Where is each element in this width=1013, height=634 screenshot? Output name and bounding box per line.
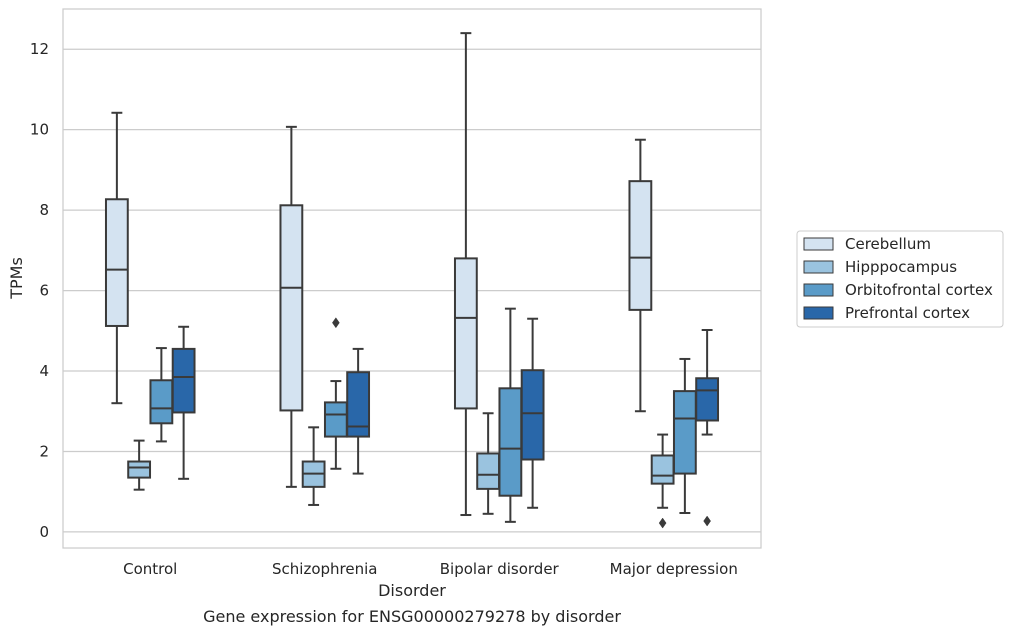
legend-swatch bbox=[803, 260, 834, 274]
box-group bbox=[650, 433, 675, 529]
box bbox=[672, 390, 697, 475]
outlier-point bbox=[658, 517, 667, 529]
y-tick-label: 6 bbox=[39, 282, 49, 300]
outlier-point bbox=[332, 317, 340, 329]
box-group bbox=[346, 347, 371, 475]
box bbox=[104, 198, 129, 327]
box-group bbox=[149, 347, 174, 443]
box-group bbox=[695, 328, 720, 527]
box-group bbox=[104, 111, 129, 405]
legend-swatch bbox=[803, 306, 834, 320]
legend-label: Cerebellum bbox=[845, 235, 931, 253]
x-tick-labels: Control Schizophrenia Bipolar disorder Majo… bbox=[123, 560, 738, 578]
box-group bbox=[476, 412, 501, 515]
box bbox=[346, 371, 371, 438]
y-tick-label: 2 bbox=[39, 442, 49, 460]
y-tick-label: 8 bbox=[39, 201, 49, 219]
box-group bbox=[520, 317, 545, 509]
box bbox=[498, 387, 523, 497]
box-group bbox=[171, 325, 196, 480]
y-axis-label: TPMs bbox=[7, 257, 26, 300]
box-groups bbox=[104, 32, 720, 529]
legend-label: Prefrontal cortex bbox=[845, 304, 970, 322]
y-tick-labels: 0 2 4 6 8 10 12 bbox=[30, 40, 49, 541]
legend-label: Hipppocampus bbox=[845, 258, 957, 276]
x-tick-label: Bipolar disorder bbox=[440, 560, 560, 578]
box-group bbox=[628, 138, 653, 413]
box bbox=[149, 379, 174, 425]
box-group bbox=[301, 426, 326, 506]
legend-swatch bbox=[803, 237, 834, 251]
x-tick-label: Control bbox=[123, 560, 177, 578]
box-group bbox=[323, 317, 348, 470]
legend-frame bbox=[796, 230, 1004, 328]
y-tick-label: 4 bbox=[39, 362, 49, 380]
legend: Cerebellum Hipppocampus Orbitofrontal cort… bbox=[796, 230, 1004, 328]
x-tick-label: Major depression bbox=[610, 560, 738, 578]
box bbox=[279, 204, 304, 412]
box-group bbox=[672, 357, 697, 515]
box bbox=[628, 180, 653, 311]
outlier-point bbox=[703, 515, 711, 527]
box bbox=[695, 377, 720, 422]
box bbox=[171, 347, 196, 414]
legend-label: Orbitofrontal cortex bbox=[845, 281, 993, 299]
y-tick-label: 0 bbox=[39, 523, 49, 541]
box bbox=[453, 257, 478, 410]
box-group bbox=[127, 439, 152, 491]
legend-swatch bbox=[803, 283, 834, 297]
box bbox=[476, 452, 501, 490]
box-group bbox=[453, 32, 478, 517]
x-tick-label: Schizophrenia bbox=[272, 560, 377, 578]
chart-caption: Gene expression for ENSG00000279278 by d… bbox=[203, 607, 621, 626]
box bbox=[127, 460, 152, 479]
box-group bbox=[279, 125, 304, 488]
box bbox=[650, 454, 675, 485]
box-group bbox=[498, 307, 523, 523]
box bbox=[520, 369, 545, 461]
y-tick-label: 12 bbox=[30, 40, 49, 58]
x-axis-label: Disorder bbox=[378, 581, 446, 600]
box bbox=[323, 401, 348, 438]
y-tick-label: 10 bbox=[30, 121, 49, 139]
plot-frame bbox=[62, 8, 762, 549]
